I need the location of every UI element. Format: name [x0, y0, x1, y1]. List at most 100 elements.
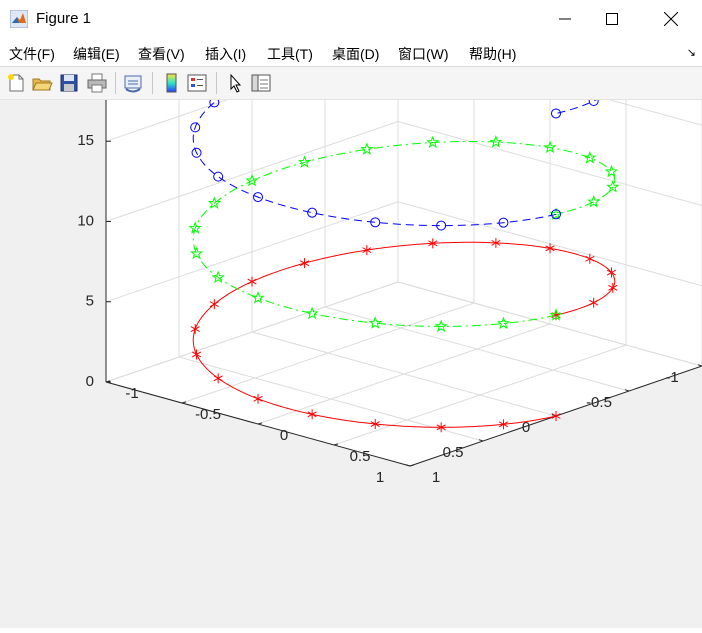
y-tick-mark — [181, 401, 187, 404]
toolbar-separator — [216, 72, 217, 94]
x-tick-label: 0.5 — [443, 444, 464, 461]
helix-line-2 — [192, 141, 616, 327]
menu-insert[interactable]: 插入(I) — [205, 46, 247, 62]
pentagram-marker — [245, 173, 259, 187]
x-tick-mark — [478, 439, 484, 442]
menu-window[interactable]: 窗口(W) — [398, 46, 449, 62]
asterisk-marker — [545, 243, 555, 254]
x-tick-mark — [624, 389, 630, 392]
pentagram-marker — [368, 316, 382, 329]
minimize-icon — [559, 18, 571, 20]
asterisk-marker — [362, 245, 372, 256]
pentagram-marker — [297, 155, 312, 168]
circle-marker — [252, 192, 263, 203]
x-tick-label: 1 — [376, 469, 384, 486]
save-icon[interactable] — [58, 72, 80, 94]
asterisk-marker — [253, 393, 263, 404]
circle-marker — [307, 207, 318, 218]
pentagram-marker — [189, 246, 204, 260]
print-icon[interactable] — [86, 72, 108, 94]
z-tick-label: 10 — [77, 212, 94, 229]
y-tick-mark — [409, 464, 415, 467]
pentagram-marker — [543, 140, 557, 154]
grid-line — [105, 120, 702, 222]
asterisk-marker — [307, 409, 317, 420]
y-tick-label: 1 — [432, 469, 440, 486]
grid-line — [105, 201, 702, 303]
y-tick-label: -0.5 — [195, 406, 221, 423]
y-tick-label: -1 — [125, 385, 138, 402]
menu-bar: 文件(F) 编辑(E) 查看(V) 插入(I) 工具(T) 桌面(D) 窗口(W… — [0, 38, 702, 67]
pentagram-marker — [604, 164, 619, 178]
link-plot-icon[interactable] — [122, 72, 144, 94]
dock-arrow-icon[interactable]: ↘ — [686, 47, 696, 59]
menu-edit[interactable]: 编辑(E) — [73, 46, 120, 62]
pentagram-marker — [549, 308, 563, 321]
menu-help[interactable]: 帮助(H) — [469, 46, 517, 62]
pentagram-marker — [305, 306, 319, 320]
asterisk-marker — [589, 297, 599, 308]
x-tick-mark — [405, 464, 411, 467]
menu-desktop[interactable]: 桌面(D) — [332, 46, 380, 62]
open-file-icon[interactable] — [31, 72, 53, 94]
asterisk-marker — [191, 349, 202, 360]
asterisk-marker — [370, 419, 380, 430]
toolbar-separator — [152, 72, 153, 94]
x-tick-label: -1 — [665, 369, 678, 386]
circle-marker — [550, 108, 561, 119]
asterisk-marker — [608, 282, 618, 293]
pentagram-marker — [583, 150, 597, 164]
pentagram-marker — [251, 290, 265, 304]
asterisk-marker — [213, 373, 223, 384]
pentagram-marker — [360, 142, 374, 155]
asterisk-marker — [585, 253, 595, 264]
window-title: Figure 1 — [36, 10, 92, 27]
toolbar-separator — [115, 72, 116, 94]
property-inspector-icon[interactable] — [250, 72, 272, 94]
new-figure-icon[interactable] — [5, 72, 27, 94]
grid-line — [333, 344, 627, 446]
circle-marker — [191, 147, 202, 158]
circle-marker — [550, 209, 561, 220]
asterisk-marker — [190, 324, 200, 335]
pentagram-marker — [496, 316, 511, 330]
y-tick-label: 0.5 — [350, 448, 371, 465]
pentagram-marker — [211, 270, 225, 284]
circle-marker — [498, 217, 509, 228]
pentagram-marker — [489, 135, 503, 148]
pentagram-marker — [188, 221, 202, 234]
y-tick-label: 0 — [280, 427, 288, 444]
pentagram-marker — [426, 135, 440, 149]
pentagram-marker — [434, 319, 448, 333]
y-tick-mark — [257, 422, 263, 425]
circle-marker — [436, 220, 447, 231]
menu-view[interactable]: 查看(V) — [138, 46, 185, 62]
maximize-button[interactable] — [589, 0, 635, 38]
colorbar-icon[interactable] — [160, 72, 182, 94]
matlab-logo-icon — [10, 10, 28, 28]
z-tick-label: 15 — [77, 132, 94, 149]
edit-pointer-icon[interactable] — [224, 72, 246, 94]
asterisk-marker — [247, 276, 257, 287]
minimize-button[interactable] — [542, 0, 588, 38]
pentagram-marker — [207, 196, 221, 209]
close-button[interactable] — [648, 0, 694, 38]
asterisk-marker — [209, 299, 219, 310]
circle-marker — [213, 171, 224, 182]
x-tick-label: 0 — [522, 419, 530, 436]
pentagram-marker — [587, 194, 601, 208]
asterisk-marker — [498, 419, 509, 430]
asterisk-marker — [436, 422, 446, 433]
pentagram-marker — [606, 180, 620, 193]
asterisk-marker — [606, 267, 617, 278]
menu-tools[interactable]: 工具(T) — [267, 46, 313, 62]
close-icon — [664, 12, 678, 26]
z-tick-label: 5 — [86, 293, 94, 310]
grid-line — [257, 323, 551, 425]
asterisk-marker — [428, 238, 438, 249]
figure-toolbar — [0, 67, 702, 100]
legend-icon[interactable] — [186, 72, 208, 94]
menu-file[interactable]: 文件(F) — [9, 46, 55, 62]
